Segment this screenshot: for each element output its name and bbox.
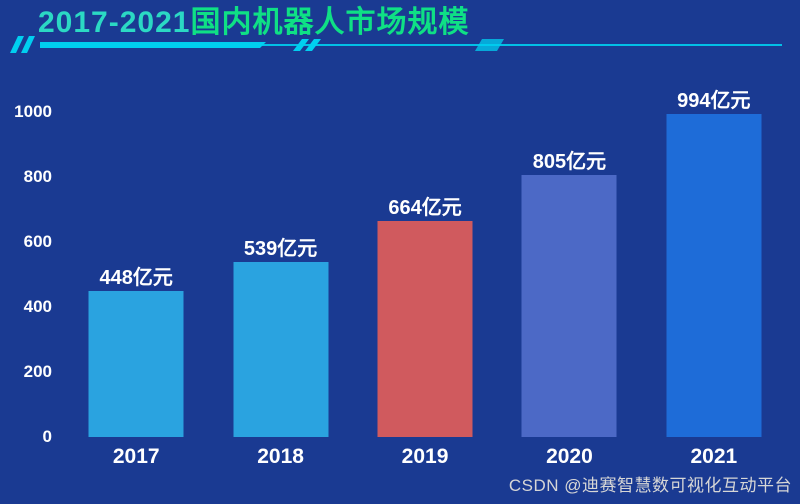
bar-column: 539亿元 2018 bbox=[208, 112, 352, 468]
bar-column: 805亿元 2020 bbox=[497, 112, 641, 468]
bar-2019: 664亿元 bbox=[377, 197, 473, 437]
bar-2017: 448亿元 bbox=[88, 267, 184, 437]
bar-value-label: 994亿元 bbox=[677, 89, 751, 112]
x-axis-label: 2018 bbox=[257, 445, 304, 468]
y-axis-tick-label: 800 bbox=[23, 167, 52, 186]
y-axis-tick-label: 1000 bbox=[14, 102, 52, 121]
chart-title: 2017-2021国内机器人市场规模 bbox=[38, 6, 800, 39]
watermark: CSDN @迪赛智慧数可视化互动平台 bbox=[508, 476, 792, 495]
y-axis-tick-label: 400 bbox=[23, 297, 52, 316]
x-axis-label: 2021 bbox=[690, 445, 738, 468]
deco-tick-icon bbox=[475, 39, 504, 51]
bar-value-label: 664亿元 bbox=[388, 197, 462, 220]
deco-main-line bbox=[40, 44, 782, 46]
deco-tick-icon bbox=[293, 39, 309, 51]
x-axis-label: 2017 bbox=[112, 445, 160, 468]
bar-2021: 994亿元 bbox=[666, 90, 762, 437]
deco-slash-icon bbox=[10, 36, 24, 53]
bar-column: 994亿元 2021 bbox=[642, 90, 786, 468]
header-decoration-line bbox=[10, 36, 782, 53]
chart-header: 2017-2021国内机器人市场规模 bbox=[0, 0, 800, 70]
bar-column: 448亿元 2017 bbox=[64, 112, 208, 468]
bar-value-label: 448亿元 bbox=[99, 267, 173, 290]
title-year-range: 2017-2021 bbox=[38, 6, 191, 39]
y-axis-tick-label: 200 bbox=[23, 362, 52, 381]
bar-2020: 805亿元 bbox=[521, 151, 617, 437]
title-text: 国内机器人市场规模 bbox=[190, 6, 470, 39]
y-axis: 0 200 400 600 800 1000 bbox=[0, 102, 52, 446]
y-axis-tick-label: 0 bbox=[42, 427, 52, 446]
plot-area: 448亿元 2017 539亿元 2018 664亿元 2019 805亿元 2020 994亿… bbox=[64, 90, 786, 468]
bar-value-label: 539亿元 bbox=[243, 237, 318, 260]
deco-tick-icon bbox=[305, 39, 321, 51]
deco-slash-icon bbox=[21, 36, 35, 53]
x-axis-label: 2020 bbox=[546, 445, 593, 468]
bar-2018: 539亿元 bbox=[233, 238, 329, 437]
bar-value-label: 805亿元 bbox=[532, 151, 607, 174]
x-axis-label: 2019 bbox=[401, 445, 449, 468]
bar-column: 664亿元 2019 bbox=[353, 112, 497, 468]
y-axis-tick-label: 600 bbox=[23, 232, 52, 251]
